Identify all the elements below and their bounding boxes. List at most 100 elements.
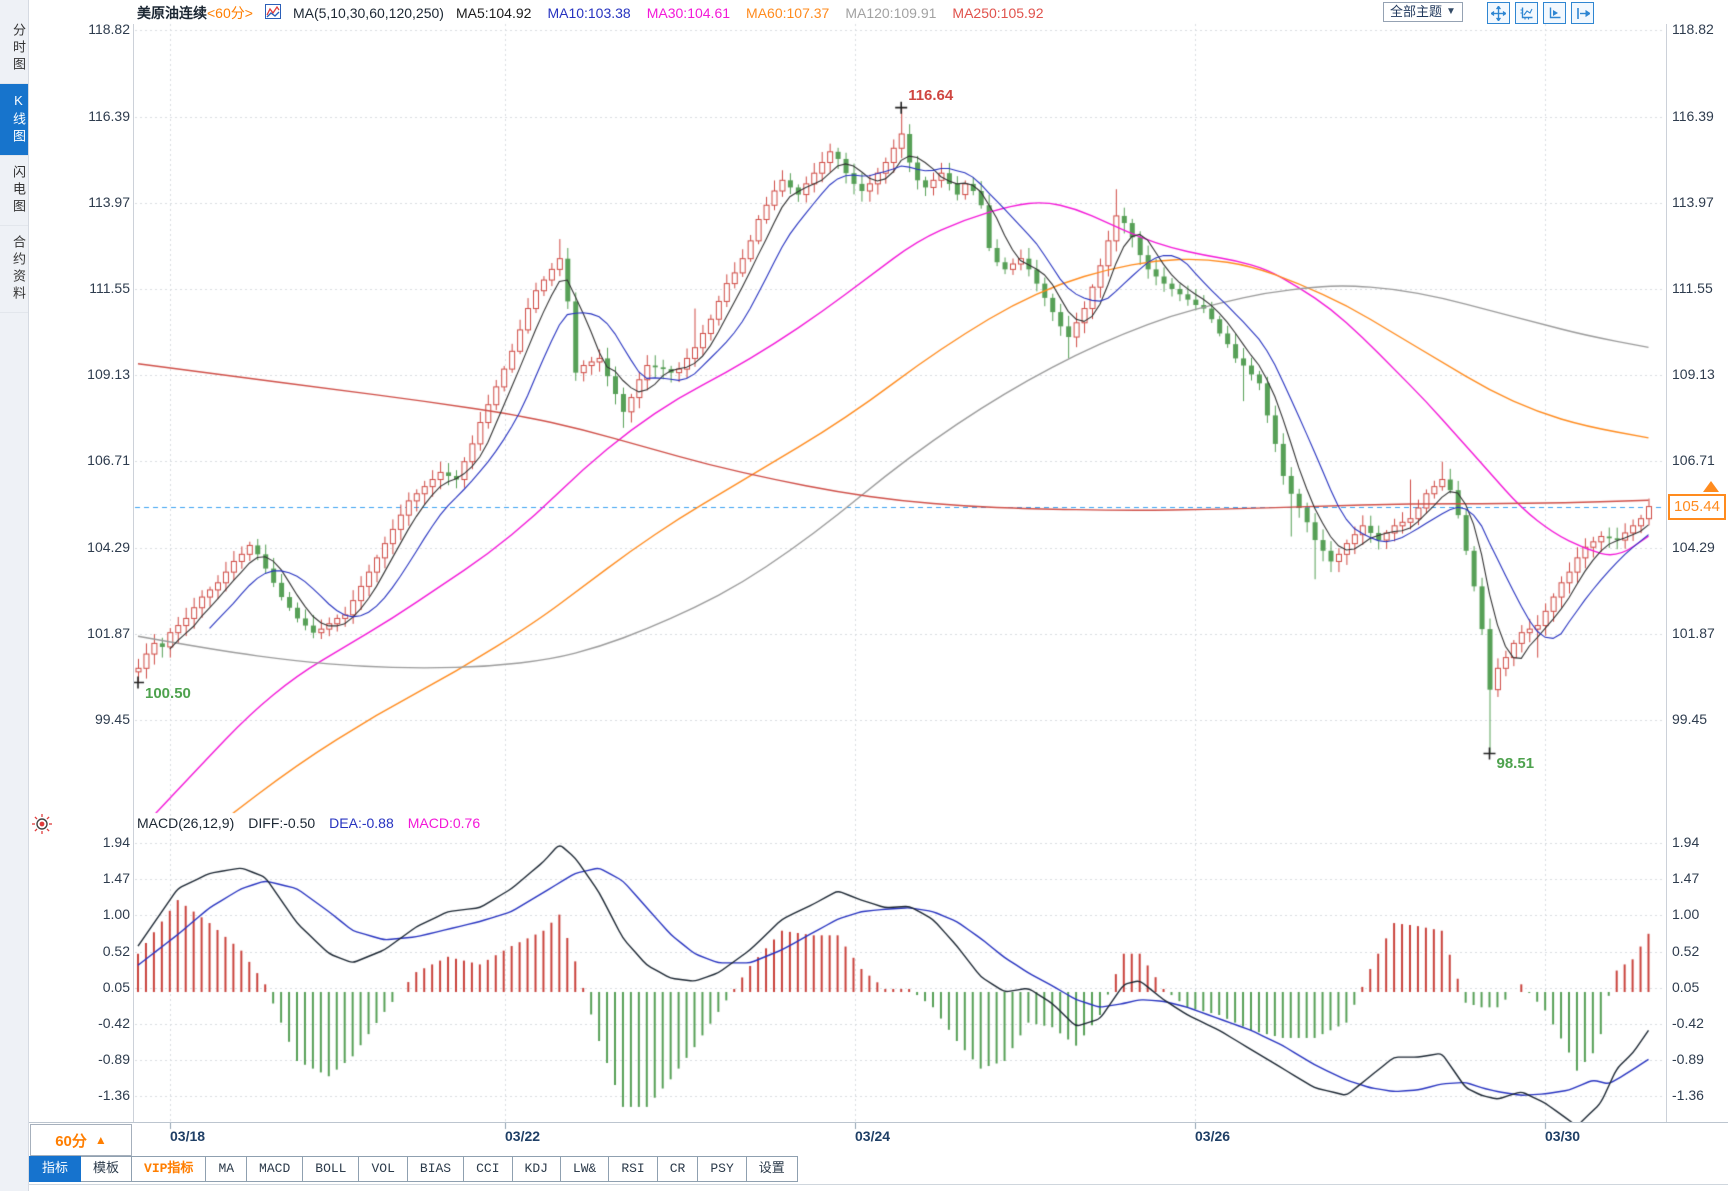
tab-BIAS[interactable]: BIAS (406, 1156, 465, 1182)
macd-axis-label-left: 0.52 (102, 943, 130, 960)
macd-axis-label-left: 1.47 (102, 870, 130, 887)
macd-diff-value: DIFF:-0.50 (248, 815, 316, 831)
main-axis-label-left: 113.97 (88, 193, 130, 210)
tab-设置[interactable]: 设置 (745, 1156, 798, 1182)
macd-axis-label-right: 1.47 (1672, 870, 1700, 887)
window-bottom-edge (0, 1184, 1728, 1185)
sidebar-item-分时图[interactable]: 分时图 (0, 14, 28, 84)
macd-axis-label-left: -0.42 (98, 1015, 130, 1032)
main-axis-label-right: 104.29 (1672, 538, 1715, 555)
main-axis-label-right: 109.13 (1672, 366, 1715, 383)
tab-VOL[interactable]: VOL (358, 1156, 408, 1182)
sidebar-item-合约资料[interactable]: 合约资料 (0, 226, 28, 313)
main-axis-label-left: 118.82 (88, 21, 130, 37)
tab-RSI[interactable]: RSI (608, 1156, 658, 1182)
timeframe-selector[interactable]: 60分 ▲ (30, 1124, 132, 1156)
tab-VIP指标[interactable]: VIP指标 (131, 1156, 207, 1182)
tab-CR[interactable]: CR (656, 1156, 699, 1182)
theme-dropdown-label: 全部主题 (1390, 4, 1443, 19)
main-axis-label-left: 101.87 (87, 624, 130, 641)
macd-axis-label-right: 0.52 (1672, 943, 1700, 960)
ma-group-label: MA(5,10,30,60,120,250) (292, 5, 444, 21)
tab-指标[interactable]: 指标 (29, 1156, 82, 1182)
price-marker-arrow (1703, 481, 1719, 492)
indicator-tab-bar: 指标 模板 VIP指标 MA MACD BOLL VOL BIAS CCI KDJ LW& RSI CR… (29, 1156, 798, 1182)
export-icon[interactable] (1571, 2, 1594, 24)
tab-CCI[interactable]: CCI (463, 1156, 513, 1182)
tab-LW&[interactable]: LW& (559, 1156, 610, 1182)
main-axis-label-right: 113.97 (1672, 193, 1714, 210)
theme-dropdown[interactable]: 全部主题 ▼ (1383, 2, 1463, 22)
macd-axis-label-right: 1.00 (1672, 906, 1700, 923)
chevron-down-icon: ▼ (1446, 6, 1456, 17)
macd-axis-label-left: 0.05 (102, 979, 130, 996)
timeframe-label: 60分 (55, 1132, 87, 1150)
macd-axis-label-left: 1.94 (102, 834, 130, 851)
chart-header-legend: 美原油连续<60分> MA(5,10,30,60,120,250) MA5:10… (137, 3, 1043, 23)
sidebar-item-K线图[interactable]: K线图 (0, 84, 28, 156)
tab-MACD[interactable]: MACD (246, 1156, 304, 1182)
date-label-03/26: 03/26 (1195, 1128, 1231, 1144)
axis-scale-icon[interactable] (1515, 2, 1538, 24)
chart-bottom-separator (28, 1122, 1728, 1123)
symbol-title: 美原油连续<60分> (137, 3, 253, 23)
triangle-up-icon: ▲ (94, 1133, 107, 1147)
date-label-03/30: 03/30 (1545, 1128, 1581, 1144)
current-price-badge: 105.44 (1668, 494, 1726, 520)
macd-axis-label-left: -1.36 (98, 1087, 130, 1104)
pan-icon[interactable] (1487, 2, 1510, 24)
date-label-03/18: 03/18 (170, 1128, 206, 1144)
price-annotation-98.51: 98.51 (1496, 755, 1535, 773)
main-axis-label-left: 106.71 (87, 452, 130, 469)
macd-axis-label-right: 1.94 (1672, 834, 1700, 851)
ma-legend-item: MA5:104.92 (455, 5, 532, 21)
macd-header: MACD(26,12,9) DIFF:-0.50 DEA:-0.88 MACD:… (137, 815, 480, 831)
main-axis-label-right: 116.39 (1672, 107, 1714, 124)
main-axis-label-left: 104.29 (87, 538, 130, 555)
tab-模板[interactable]: 模板 (80, 1156, 133, 1182)
indicator-sun-icon[interactable] (30, 812, 54, 841)
main-axis-label-right: 106.71 (1672, 452, 1715, 469)
macd-dea-value: DEA:-0.88 (329, 815, 394, 831)
ma-legend-item: MA250:105.92 (952, 5, 1044, 21)
chart-toolbar (1487, 2, 1594, 24)
main-axis-label-left: 116.39 (88, 107, 130, 124)
main-axis-label-right: 101.87 (1672, 624, 1715, 641)
tab-KDJ[interactable]: KDJ (511, 1156, 561, 1182)
play-chart-icon[interactable] (1543, 2, 1566, 24)
ma-legend-values: MA5:104.92 MA10:103.38 MA30:104.61 MA60:107… (456, 5, 1044, 21)
ma-legend-item: MA30:104.61 (646, 5, 731, 21)
price-annotation-116.64: 116.64 (908, 86, 954, 104)
macd-axis-label-left: -0.89 (98, 1051, 130, 1068)
symbol-name: 美原油连续 (137, 5, 207, 21)
main-axis-label-right: 111.55 (1672, 279, 1713, 296)
macd-axis-label-left: 1.00 (102, 906, 130, 923)
tab-PSY[interactable]: PSY (697, 1156, 747, 1182)
sidebar-spacer (0, 0, 28, 14)
macd-axis-label-right: -1.36 (1672, 1087, 1704, 1104)
macd-axis-label-right: -0.89 (1672, 1051, 1704, 1068)
date-label-03/24: 03/24 (855, 1128, 891, 1144)
price-annotation-100.50: 100.50 (145, 684, 191, 702)
main-axis-label-right: 118.82 (1672, 21, 1714, 37)
period-tag: <60分> (207, 5, 253, 21)
tab-MA[interactable]: MA (205, 1156, 248, 1182)
ma-legend-item: MA60:107.37 (746, 5, 830, 21)
macd-axis-label-right: -0.42 (1672, 1015, 1704, 1032)
macd-params: MACD(26,12,9) (137, 815, 235, 831)
tab-BOLL[interactable]: BOLL (302, 1156, 360, 1182)
chart-type-sidebar: 分时图 K线图 闪电图 合约资料 (0, 0, 29, 1191)
sidebar-item-闪电图[interactable]: 闪电图 (0, 156, 28, 226)
legend-chart-icon (264, 4, 281, 22)
macd-macd-value: MACD:0.76 (407, 815, 481, 831)
ma-legend-item: MA10:103.38 (547, 5, 631, 21)
plot-left-border (133, 24, 134, 1122)
main-axis-label-left: 111.55 (89, 279, 130, 296)
main-axis-label-right: 99.45 (1672, 710, 1708, 727)
main-axis-label-left: 109.13 (87, 366, 130, 383)
plot-right-border (1666, 24, 1667, 1122)
main-axis-label-left: 99.45 (94, 710, 130, 727)
date-label-03/22: 03/22 (505, 1128, 541, 1144)
